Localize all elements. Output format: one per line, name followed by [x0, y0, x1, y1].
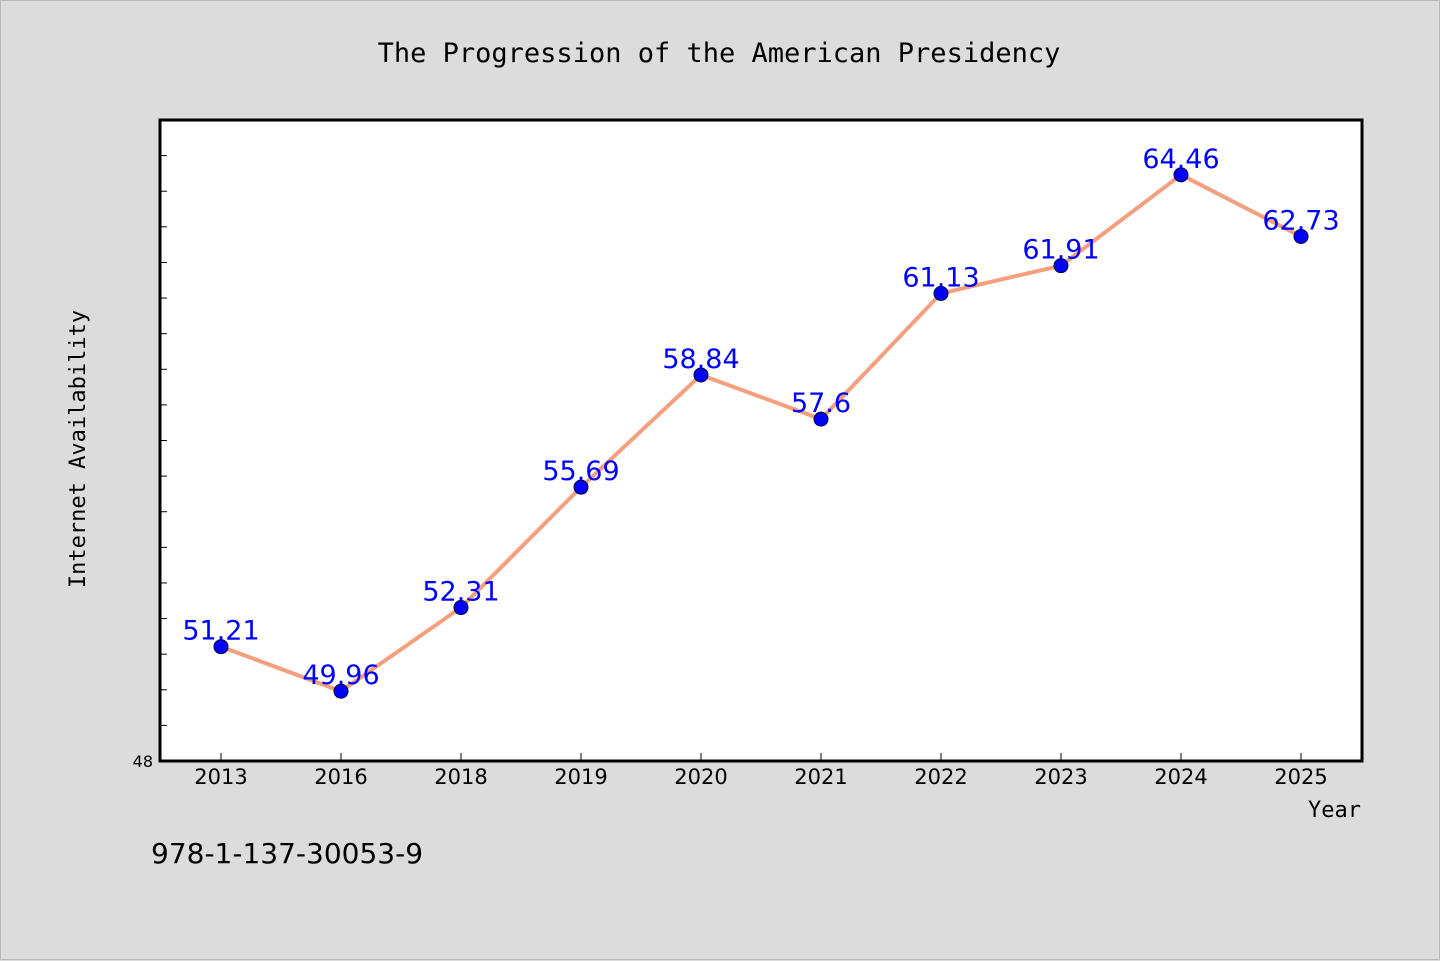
x-tick-label-2018: 2018	[434, 765, 487, 789]
x-axis-ticks	[220, 753, 1302, 761]
x-tick-label-2021: 2021	[794, 765, 847, 789]
data-label-2021: 57.6	[791, 388, 851, 419]
data-point-2016	[333, 683, 349, 699]
data-label-2018: 52.31	[422, 577, 499, 608]
x-axis-tick-labels: 2013 2016 2018 2019 2020 2021 2022 2023 2024 2025	[194, 765, 1327, 789]
data-point-2024	[1173, 167, 1189, 183]
x-tick-label-2019: 2019	[554, 765, 607, 789]
data-point-2025	[1293, 228, 1309, 244]
x-tick-label-2024: 2024	[1154, 765, 1207, 789]
x-tick-label-2020: 2020	[674, 765, 727, 789]
data-point-2020	[693, 367, 709, 383]
x-tick-label-2025: 2025	[1274, 765, 1327, 789]
plot-area	[158, 118, 1364, 763]
y-axis-title: Internet Availability	[66, 310, 91, 588]
data-point-2021	[813, 411, 829, 427]
data-label-2025: 62.73	[1262, 205, 1339, 236]
series-markers	[213, 167, 1309, 699]
data-label-2016: 49.96	[302, 660, 379, 691]
x-axis-title: Year	[1308, 798, 1361, 823]
data-label-2023: 61.91	[1022, 235, 1099, 266]
x-tick-label-2013: 2013	[194, 765, 247, 789]
data-label-2020: 58.84	[662, 344, 739, 375]
y-axis-ticks	[160, 155, 167, 726]
y-axis-tick-label: 48	[133, 752, 153, 771]
footer-isbn: 978-1-137-30053-9	[151, 837, 423, 870]
data-label-2024: 64.46	[1142, 144, 1219, 175]
x-tick-label-2022: 2022	[914, 765, 967, 789]
data-point-2019	[573, 479, 589, 495]
chart-title: The Progression of the American Presiden…	[378, 38, 1061, 69]
series-line	[220, 172, 1302, 694]
data-label-2022: 61.13	[902, 262, 979, 293]
data-label-2013: 51.21	[182, 616, 259, 647]
x-tick-label-2016: 2016	[314, 765, 367, 789]
data-point-2018	[453, 600, 469, 616]
data-point-2023	[1053, 258, 1069, 274]
data-point-2022	[933, 285, 949, 301]
data-labels: 51.21 49.96 52.31 55.69 58.84 57.6 61.13 61.91 6…	[182, 144, 1339, 691]
data-label-2019: 55.69	[542, 456, 619, 487]
data-point-2013	[213, 639, 229, 655]
x-tick-label-2023: 2023	[1034, 765, 1087, 789]
